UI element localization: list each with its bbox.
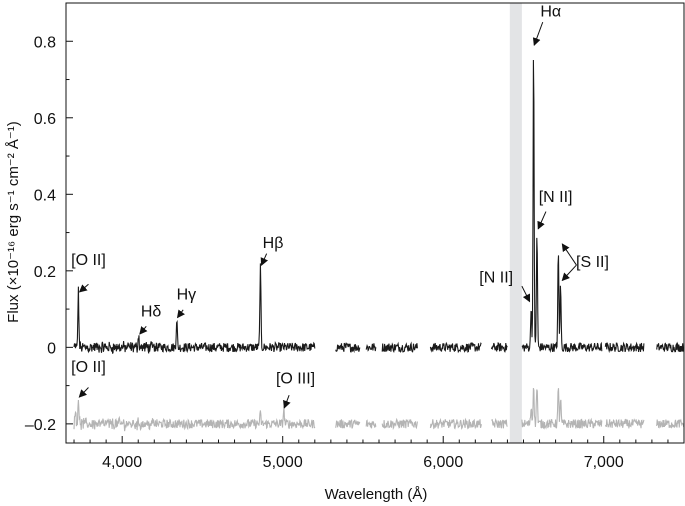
annotation-oiii-label: [O III]: [276, 371, 315, 388]
series-1-segment-6: [490, 342, 508, 353]
series-2-segment-1: [73, 399, 316, 432]
series-2-segment-6: [491, 417, 508, 429]
series-1-segment-4: [381, 341, 418, 353]
annotation-oiii-arrow-1: [283, 394, 291, 409]
annotation-halpha-label: Hα: [540, 3, 561, 20]
annotation-hgamma-arrow-1: [176, 309, 185, 319]
annotation-oii-bottom-arrow-1: [78, 387, 89, 398]
y-tick-label: 0.4: [34, 187, 56, 204]
x-tick-label: 4,000: [102, 454, 142, 471]
y-axis-title: Flux (×10⁻¹⁶ erg s⁻¹ cm⁻² Å⁻¹): [5, 121, 22, 323]
annotation-hgamma: Hγ: [176, 287, 197, 319]
series-2-segment-3: [365, 419, 377, 429]
annotation-nii-left-label: [N II]: [479, 269, 513, 286]
series-1-segment-3: [365, 343, 377, 352]
series-2-segment-2: [335, 419, 361, 429]
annotation-nii-right: [N II]: [537, 189, 573, 230]
x-tick-label: 7,000: [584, 454, 624, 471]
annotation-hbeta-label: Hβ: [263, 235, 284, 252]
annotations-layer: [O II] Hδ Hγ Hβ Hα [N II] [N II] [S II] [O II] [O…: [71, 3, 609, 409]
annotation-oii-top: [O II]: [71, 252, 106, 293]
annotation-oiii: [O III]: [276, 371, 315, 409]
annotation-hbeta-arrow-1: [260, 253, 269, 266]
y-tick-label: 0.6: [34, 111, 56, 128]
annotation-hdelta-label: Hδ: [141, 304, 162, 321]
annotation-nii-right-arrow-1: [537, 211, 547, 230]
annotation-oii-bottom-label: [O II]: [71, 359, 106, 376]
annotation-oii-bottom: [O II]: [71, 359, 106, 398]
x-axis-title: Wavelength (Å): [325, 486, 428, 503]
series-1-segment-8: [604, 341, 645, 354]
annotation-hdelta: Hδ: [139, 304, 162, 335]
annotation-nii-right-label: [N II]: [539, 189, 573, 206]
series-1-segment-7: [521, 59, 603, 354]
series-1-segment-1: [73, 263, 316, 354]
plot-frame: [65, 2, 685, 444]
annotation-sii: [S II]: [561, 243, 609, 282]
series-layer: [73, 59, 685, 432]
annotation-oii-top-arrow-1: [78, 283, 89, 293]
shaded-band-layer: [509, 3, 522, 443]
series-1-segment-2: [335, 342, 361, 354]
y-tick-label: 0.2: [34, 264, 56, 281]
annotation-hgamma-label: Hγ: [177, 287, 197, 304]
series-1-segment-9: [656, 341, 685, 353]
annotation-nii-left-arrow-1: [521, 285, 531, 303]
shaded-wavelength-band: [509, 3, 522, 443]
spectrum-series-1: [73, 59, 685, 354]
series-1-segment-5: [429, 341, 482, 354]
axes: 4,000 5,000 6,000 7,000 –0.2 0 0.2 0.4 0.6 0.8: [25, 2, 685, 471]
series-2-segment-5: [429, 417, 482, 430]
series-2-segment-9: [656, 418, 685, 429]
y-tick-label: 0.8: [34, 34, 56, 51]
annotation-oii-top-label: [O II]: [71, 252, 106, 269]
annotation-halpha-arrow-1: [532, 21, 544, 47]
spectrum-series-2: [73, 387, 685, 432]
annotation-halpha: Hα: [532, 3, 561, 47]
annotation-nii-left: [N II]: [479, 269, 531, 303]
y-tick-label: 0: [47, 340, 56, 357]
series-2-segment-7: [521, 387, 603, 430]
series-2-segment-4: [381, 417, 418, 431]
annotation-hbeta: Hβ: [260, 235, 284, 266]
x-tick-label: 6,000: [423, 454, 463, 471]
series-2-segment-8: [604, 418, 645, 429]
x-tick-label: 5,000: [263, 454, 303, 471]
annotation-sii-arrow-1: [561, 243, 577, 266]
annotation-hdelta-arrow-1: [139, 325, 148, 335]
annotation-sii-arrow-2: [561, 264, 577, 282]
annotation-sii-label: [S II]: [576, 254, 609, 271]
y-tick-label: –0.2: [25, 417, 56, 434]
